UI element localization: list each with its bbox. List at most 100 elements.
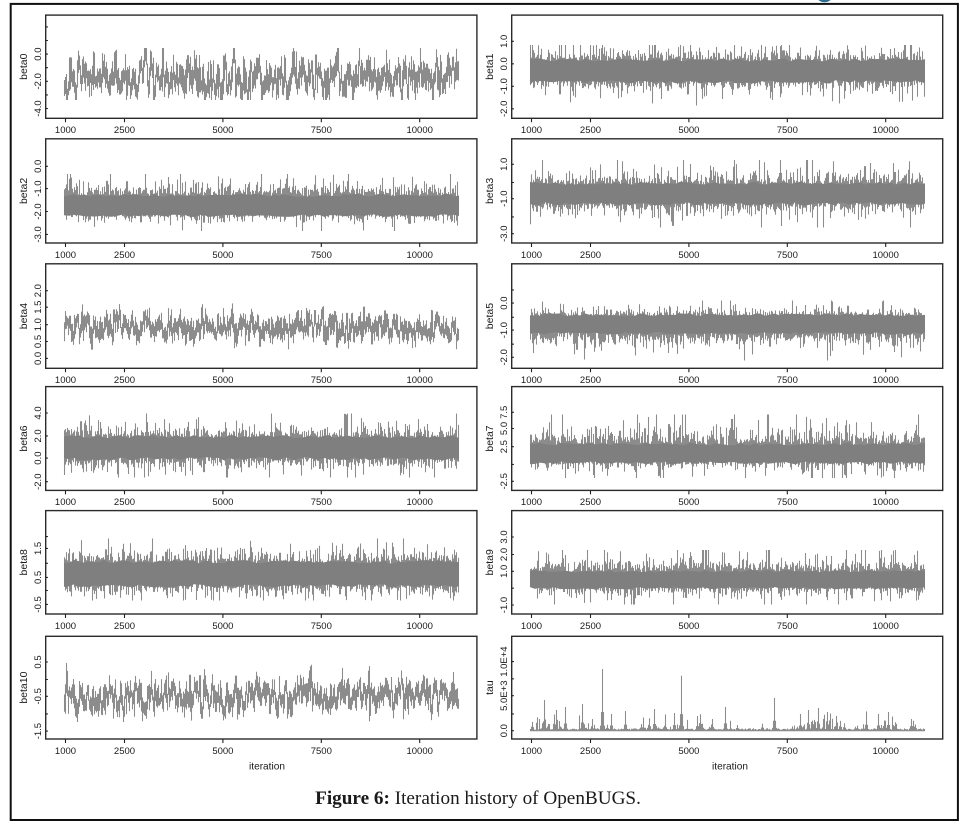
svg-text:10000: 10000 xyxy=(872,621,898,632)
svg-text:-1.5: -1.5 xyxy=(33,723,44,739)
svg-text:-1.0: -1.0 xyxy=(499,322,510,338)
svg-text:10000: 10000 xyxy=(872,746,898,757)
svg-text:0.0: 0.0 xyxy=(499,724,510,737)
svg-text:1000: 1000 xyxy=(55,125,76,136)
svg-text:-0.5: -0.5 xyxy=(33,688,44,704)
svg-text:1000: 1000 xyxy=(55,621,76,632)
svg-text:tau: tau xyxy=(484,680,496,695)
svg-text:7.5: 7.5 xyxy=(499,406,510,419)
svg-text:2500: 2500 xyxy=(114,125,135,136)
svg-text:5000: 5000 xyxy=(212,746,233,757)
svg-text:2500: 2500 xyxy=(114,250,135,261)
svg-text:7500: 7500 xyxy=(777,746,798,757)
svg-text:5000: 5000 xyxy=(212,375,233,386)
svg-text:-2.0: -2.0 xyxy=(33,203,44,219)
svg-text:2500: 2500 xyxy=(114,621,135,632)
svg-text:beta4: beta4 xyxy=(18,303,30,329)
svg-text:0.5: 0.5 xyxy=(33,571,44,584)
svg-text:7500: 7500 xyxy=(777,375,798,386)
svg-text:2500: 2500 xyxy=(114,746,135,757)
svg-text:7500: 7500 xyxy=(777,125,798,136)
svg-text:-4.0: -4.0 xyxy=(33,100,44,116)
svg-text:5.0: 5.0 xyxy=(499,422,510,435)
svg-text:beta5: beta5 xyxy=(484,303,496,329)
svg-text:1.5: 1.5 xyxy=(33,301,44,314)
svg-text:0.0: 0.0 xyxy=(499,57,510,70)
svg-text:1000: 1000 xyxy=(55,746,76,757)
svg-text:0.5: 0.5 xyxy=(33,335,44,348)
svg-text:4.0: 4.0 xyxy=(33,406,44,419)
svg-text:beta2: beta2 xyxy=(18,178,30,204)
svg-text:7500: 7500 xyxy=(311,621,332,632)
svg-text:7500: 7500 xyxy=(777,250,798,261)
svg-text:1.0E+4: 1.0E+4 xyxy=(499,646,510,676)
svg-text:1000: 1000 xyxy=(55,250,76,261)
svg-text:beta7: beta7 xyxy=(484,425,496,451)
svg-text:-2.5: -2.5 xyxy=(499,473,510,489)
svg-text:1000: 1000 xyxy=(55,497,76,508)
svg-text:5000: 5000 xyxy=(212,125,233,136)
svg-text:5000: 5000 xyxy=(212,621,233,632)
svg-text:0.0: 0.0 xyxy=(499,296,510,309)
svg-text:-1.0: -1.0 xyxy=(33,180,44,196)
svg-text:beta6: beta6 xyxy=(18,425,30,451)
svg-text:5000: 5000 xyxy=(678,497,699,508)
svg-text:0.0: 0.0 xyxy=(33,352,44,365)
svg-text:-1.0: -1.0 xyxy=(499,78,510,94)
svg-text:5000: 5000 xyxy=(678,250,699,261)
svg-text:0.0: 0.0 xyxy=(33,160,44,173)
svg-text:2500: 2500 xyxy=(114,375,135,386)
svg-text:3.0: 3.0 xyxy=(499,530,510,543)
svg-text:2500: 2500 xyxy=(580,125,601,136)
svg-text:2500: 2500 xyxy=(580,746,601,757)
svg-text:beta1: beta1 xyxy=(484,53,496,79)
svg-text:10000: 10000 xyxy=(406,125,432,136)
svg-text:10000: 10000 xyxy=(872,497,898,508)
svg-text:10000: 10000 xyxy=(406,621,432,632)
svg-text:1000: 1000 xyxy=(521,375,542,386)
svg-text:7500: 7500 xyxy=(311,250,332,261)
svg-text:1.0: 1.0 xyxy=(499,35,510,48)
svg-text:1.0: 1.0 xyxy=(33,318,44,331)
svg-text:1.0: 1.0 xyxy=(499,565,510,578)
svg-text:7500: 7500 xyxy=(311,497,332,508)
svg-text:beta9: beta9 xyxy=(484,549,496,575)
svg-text:7500: 7500 xyxy=(777,621,798,632)
svg-text:2500: 2500 xyxy=(580,621,601,632)
svg-text:-2.0: -2.0 xyxy=(499,101,510,117)
svg-text:1.0: 1.0 xyxy=(499,158,510,171)
svg-text:-2.0: -2.0 xyxy=(499,349,510,365)
svg-text:5000: 5000 xyxy=(212,250,233,261)
svg-text:10000: 10000 xyxy=(406,250,432,261)
svg-text:2.0: 2.0 xyxy=(499,548,510,561)
svg-text:10000: 10000 xyxy=(406,746,432,757)
svg-text:2.0: 2.0 xyxy=(33,429,44,442)
svg-text:beta3: beta3 xyxy=(484,178,496,204)
svg-text:beta8: beta8 xyxy=(18,549,30,575)
svg-text:10000: 10000 xyxy=(406,497,432,508)
svg-text:2500: 2500 xyxy=(580,375,601,386)
svg-text:10000: 10000 xyxy=(872,125,898,136)
svg-text:1000: 1000 xyxy=(521,746,542,757)
svg-text:7500: 7500 xyxy=(311,746,332,757)
svg-text:7500: 7500 xyxy=(311,375,332,386)
svg-text:iteration: iteration xyxy=(712,762,748,773)
svg-text:7500: 7500 xyxy=(777,497,798,508)
svg-text:5000: 5000 xyxy=(678,375,699,386)
svg-text:5000: 5000 xyxy=(678,746,699,757)
svg-text:1.5: 1.5 xyxy=(33,542,44,555)
svg-text:1000: 1000 xyxy=(521,250,542,261)
svg-text:-2.0: -2.0 xyxy=(33,474,44,490)
svg-text:10000: 10000 xyxy=(872,250,898,261)
svg-text:0.0: 0.0 xyxy=(33,47,44,60)
svg-text:7500: 7500 xyxy=(311,125,332,136)
svg-text:-2.0: -2.0 xyxy=(33,73,44,89)
svg-text:10000: 10000 xyxy=(406,375,432,386)
svg-text:5000: 5000 xyxy=(678,125,699,136)
svg-text:iteration: iteration xyxy=(249,762,285,773)
svg-text:2.0: 2.0 xyxy=(33,284,44,297)
svg-text:2.5: 2.5 xyxy=(499,440,510,453)
svg-text:1000: 1000 xyxy=(55,375,76,386)
svg-text:beta0: beta0 xyxy=(18,53,30,79)
svg-text:2500: 2500 xyxy=(580,497,601,508)
